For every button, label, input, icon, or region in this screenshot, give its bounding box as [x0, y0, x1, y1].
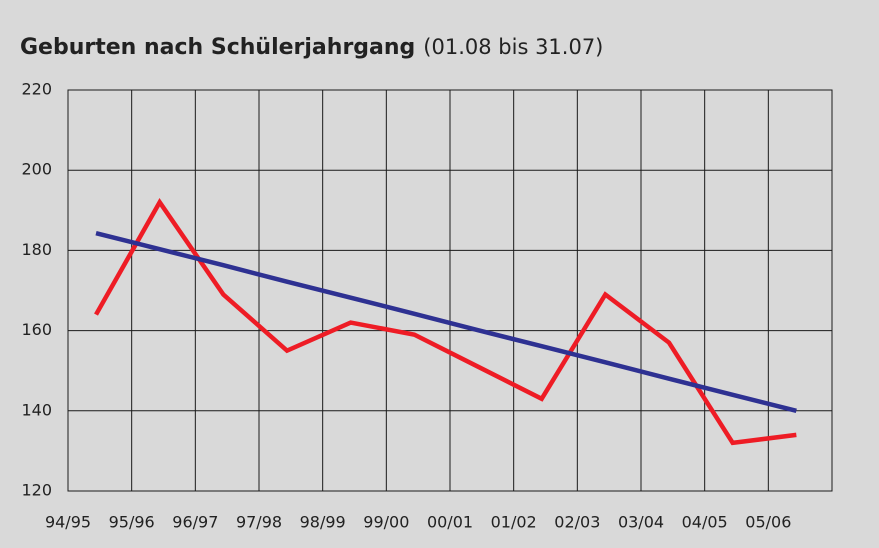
x-tick-label: 95/96	[109, 513, 155, 532]
y-tick-label: 200	[21, 160, 52, 179]
x-tick-label: 01/02	[491, 513, 537, 532]
line-series	[94, 198, 797, 446]
chart-subtitle: (01.08 bis 31.07)	[423, 35, 603, 59]
x-tick-label: 03/04	[618, 513, 664, 532]
y-tick-label: 220	[21, 80, 52, 99]
x-tick-label: 00/01	[427, 513, 473, 532]
x-tick-label: 96/97	[172, 513, 218, 532]
x-tick-label: 99/00	[363, 513, 409, 532]
y-tick-label: 140	[21, 400, 52, 419]
y-tick-label: 160	[21, 320, 52, 339]
chart-title-group: Geburten nach Schülerjahrgang (01.08 bis …	[20, 35, 603, 60]
x-tick-label: 97/98	[236, 513, 282, 532]
line-series	[95, 230, 797, 413]
x-tick-label: 05/06	[745, 513, 791, 532]
x-tick-label: 02/03	[554, 513, 600, 532]
x-tick-label: 04/05	[682, 513, 728, 532]
x-tick-label: 98/99	[300, 513, 346, 532]
x-tick-label: 94/95	[45, 513, 91, 532]
y-tick-label: 120	[21, 481, 52, 500]
y-tick-label: 180	[21, 240, 52, 259]
chart-title: Geburten nach Schülerjahrgang	[20, 35, 415, 60]
